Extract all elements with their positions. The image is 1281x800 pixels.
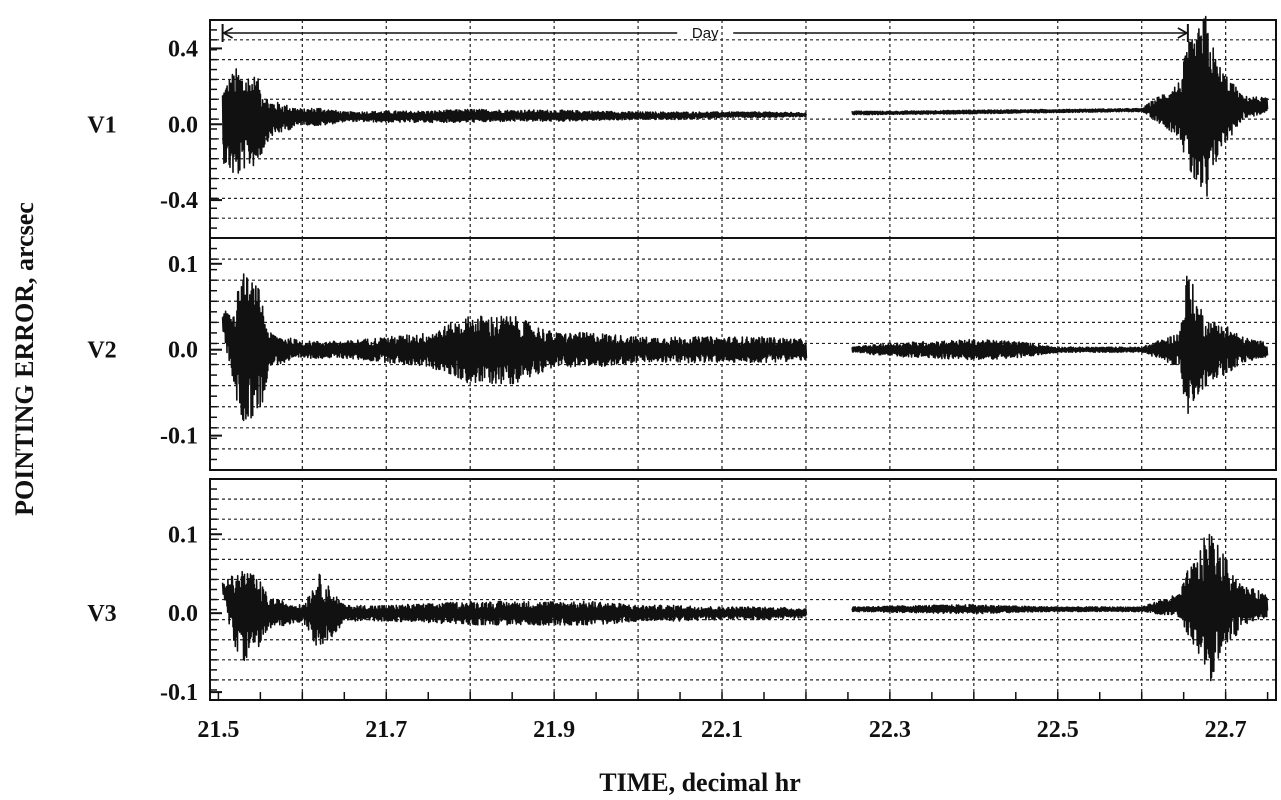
y-tick-label: 0.0	[168, 112, 198, 138]
x-tick-labels: 21.5 21.7 21.9 22.1 22.3 22.5 22.7	[197, 692, 1269, 743]
x-tick-label: 22.1	[701, 717, 743, 743]
y-tick-label: -0.1	[160, 424, 198, 450]
y-tick-label: 0.0	[168, 601, 198, 627]
x-tick-label: 21.9	[533, 717, 575, 743]
chart-panels: 0.4 0.0 -0.4 V1 Day 0.1 0.0 -0.1 V2 0.1 0.0 -0.1 V3	[87, 15, 1277, 706]
y-tick-label: 0.1	[168, 522, 198, 548]
x-tick-label: 21.5	[197, 717, 239, 743]
x-tick-label: 22.7	[1205, 717, 1247, 743]
x-axis-title: TIME, decimal hr	[599, 768, 801, 797]
panel-frame	[209, 478, 1277, 701]
series-label-v1: V1	[87, 112, 116, 138]
signal-trace-v2	[851, 275, 1269, 414]
day-annotation: Day	[221, 24, 1189, 42]
y-tick-label: -0.4	[160, 188, 198, 214]
series-label-v3: V3	[87, 601, 116, 627]
y-tick-label: -0.1	[160, 680, 198, 706]
signal-trace-v1	[221, 68, 808, 174]
y-axis-title: POINTING ERROR, arcsec	[10, 202, 39, 516]
x-tick-label: 21.7	[365, 717, 407, 743]
x-tick-label: 22.3	[869, 717, 911, 743]
y-tick-label: 0.4	[168, 36, 198, 62]
y-tick-label: 0.1	[168, 252, 198, 278]
day-annotation-label: Day	[692, 25, 719, 42]
panel-v2: 0.1 0.0 -0.1 V2	[87, 237, 1277, 471]
signal-trace-v3	[851, 533, 1269, 682]
signal-trace-v1	[851, 15, 1269, 197]
panel-frame	[209, 19, 1277, 239]
panel-v1: 0.4 0.0 -0.4 V1 Day	[87, 15, 1277, 239]
y-tick-label: 0.0	[168, 338, 198, 364]
signal-trace-v3	[221, 570, 808, 662]
x-tick-label: 22.5	[1037, 717, 1079, 743]
panel-v3: 0.1 0.0 -0.1 V3	[87, 478, 1277, 706]
series-label-v2: V2	[87, 338, 116, 364]
signal-trace-v2	[221, 273, 808, 422]
